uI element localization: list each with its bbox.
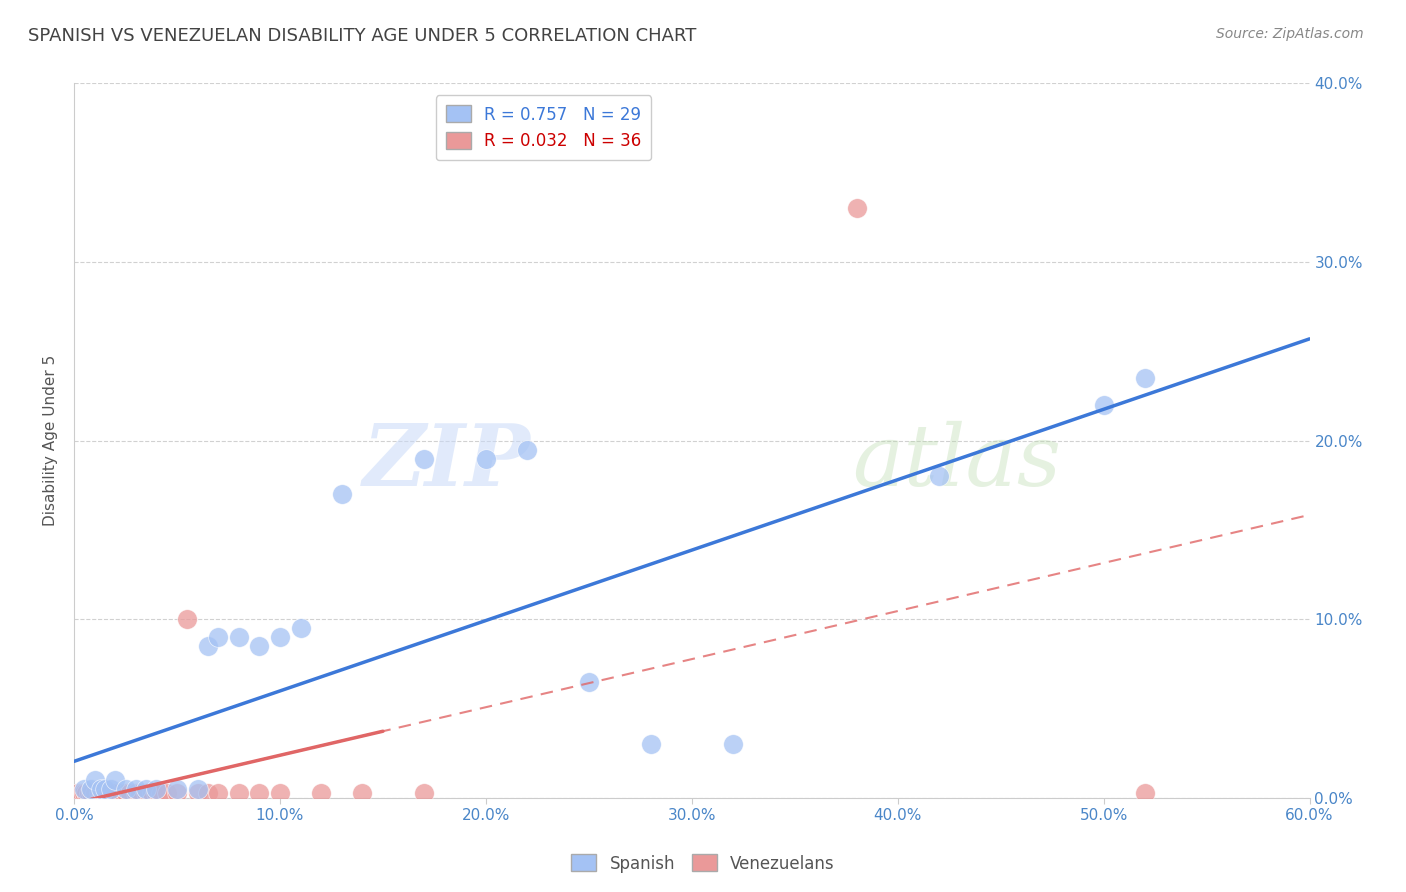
Point bbox=[247, 786, 270, 800]
Point bbox=[125, 786, 148, 800]
Point bbox=[94, 786, 117, 800]
Point bbox=[207, 630, 229, 644]
Point bbox=[187, 782, 209, 797]
Point bbox=[247, 639, 270, 653]
Point bbox=[156, 786, 179, 800]
Text: SPANISH VS VENEZUELAN DISABILITY AGE UNDER 5 CORRELATION CHART: SPANISH VS VENEZUELAN DISABILITY AGE UND… bbox=[28, 27, 696, 45]
Point bbox=[125, 782, 148, 797]
Point bbox=[72, 786, 94, 800]
Point bbox=[104, 786, 127, 800]
Point bbox=[100, 786, 122, 800]
Point bbox=[166, 786, 188, 800]
Text: Source: ZipAtlas.com: Source: ZipAtlas.com bbox=[1216, 27, 1364, 41]
Point bbox=[96, 786, 118, 800]
Point bbox=[228, 786, 250, 800]
Point bbox=[73, 782, 96, 797]
Point bbox=[176, 612, 198, 626]
Point bbox=[207, 786, 229, 800]
Point bbox=[79, 786, 101, 800]
Legend: Spanish, Venezuelans: Spanish, Venezuelans bbox=[565, 847, 841, 880]
Point bbox=[1133, 371, 1156, 385]
Point bbox=[928, 469, 950, 483]
Point bbox=[79, 782, 101, 797]
Point bbox=[114, 782, 136, 797]
Point bbox=[75, 786, 97, 800]
Point bbox=[640, 738, 662, 752]
Point bbox=[87, 786, 110, 800]
Point bbox=[118, 786, 141, 800]
Point bbox=[73, 786, 96, 800]
Point bbox=[187, 786, 209, 800]
Point bbox=[352, 786, 374, 800]
Point bbox=[135, 786, 157, 800]
Point bbox=[413, 451, 436, 466]
Point bbox=[135, 782, 157, 797]
Point bbox=[67, 786, 90, 800]
Point bbox=[475, 451, 498, 466]
Point bbox=[94, 782, 117, 797]
Point bbox=[83, 786, 105, 800]
Point bbox=[413, 786, 436, 800]
Point bbox=[129, 786, 152, 800]
Point bbox=[77, 786, 100, 800]
Point bbox=[83, 773, 105, 788]
Point bbox=[145, 782, 167, 797]
Point bbox=[108, 786, 131, 800]
Point bbox=[578, 675, 600, 690]
Point bbox=[141, 786, 163, 800]
Point bbox=[166, 782, 188, 797]
Point bbox=[228, 630, 250, 644]
Point bbox=[145, 786, 167, 800]
Point bbox=[104, 773, 127, 788]
Text: ZIP: ZIP bbox=[363, 420, 531, 504]
Point bbox=[149, 786, 172, 800]
Point bbox=[197, 786, 219, 800]
Point bbox=[1092, 398, 1115, 412]
Point bbox=[90, 782, 112, 797]
Point bbox=[1133, 786, 1156, 800]
Y-axis label: Disability Age Under 5: Disability Age Under 5 bbox=[44, 355, 58, 526]
Point bbox=[309, 786, 332, 800]
Point bbox=[197, 639, 219, 653]
Text: atlas: atlas bbox=[852, 421, 1062, 503]
Legend: R = 0.757   N = 29, R = 0.032   N = 36: R = 0.757 N = 29, R = 0.032 N = 36 bbox=[436, 95, 651, 160]
Point bbox=[516, 442, 538, 457]
Point bbox=[721, 738, 744, 752]
Point bbox=[90, 786, 112, 800]
Point bbox=[114, 786, 136, 800]
Point bbox=[290, 621, 312, 635]
Point bbox=[845, 202, 868, 216]
Point bbox=[269, 630, 291, 644]
Point bbox=[330, 487, 353, 501]
Point bbox=[269, 786, 291, 800]
Point bbox=[100, 782, 122, 797]
